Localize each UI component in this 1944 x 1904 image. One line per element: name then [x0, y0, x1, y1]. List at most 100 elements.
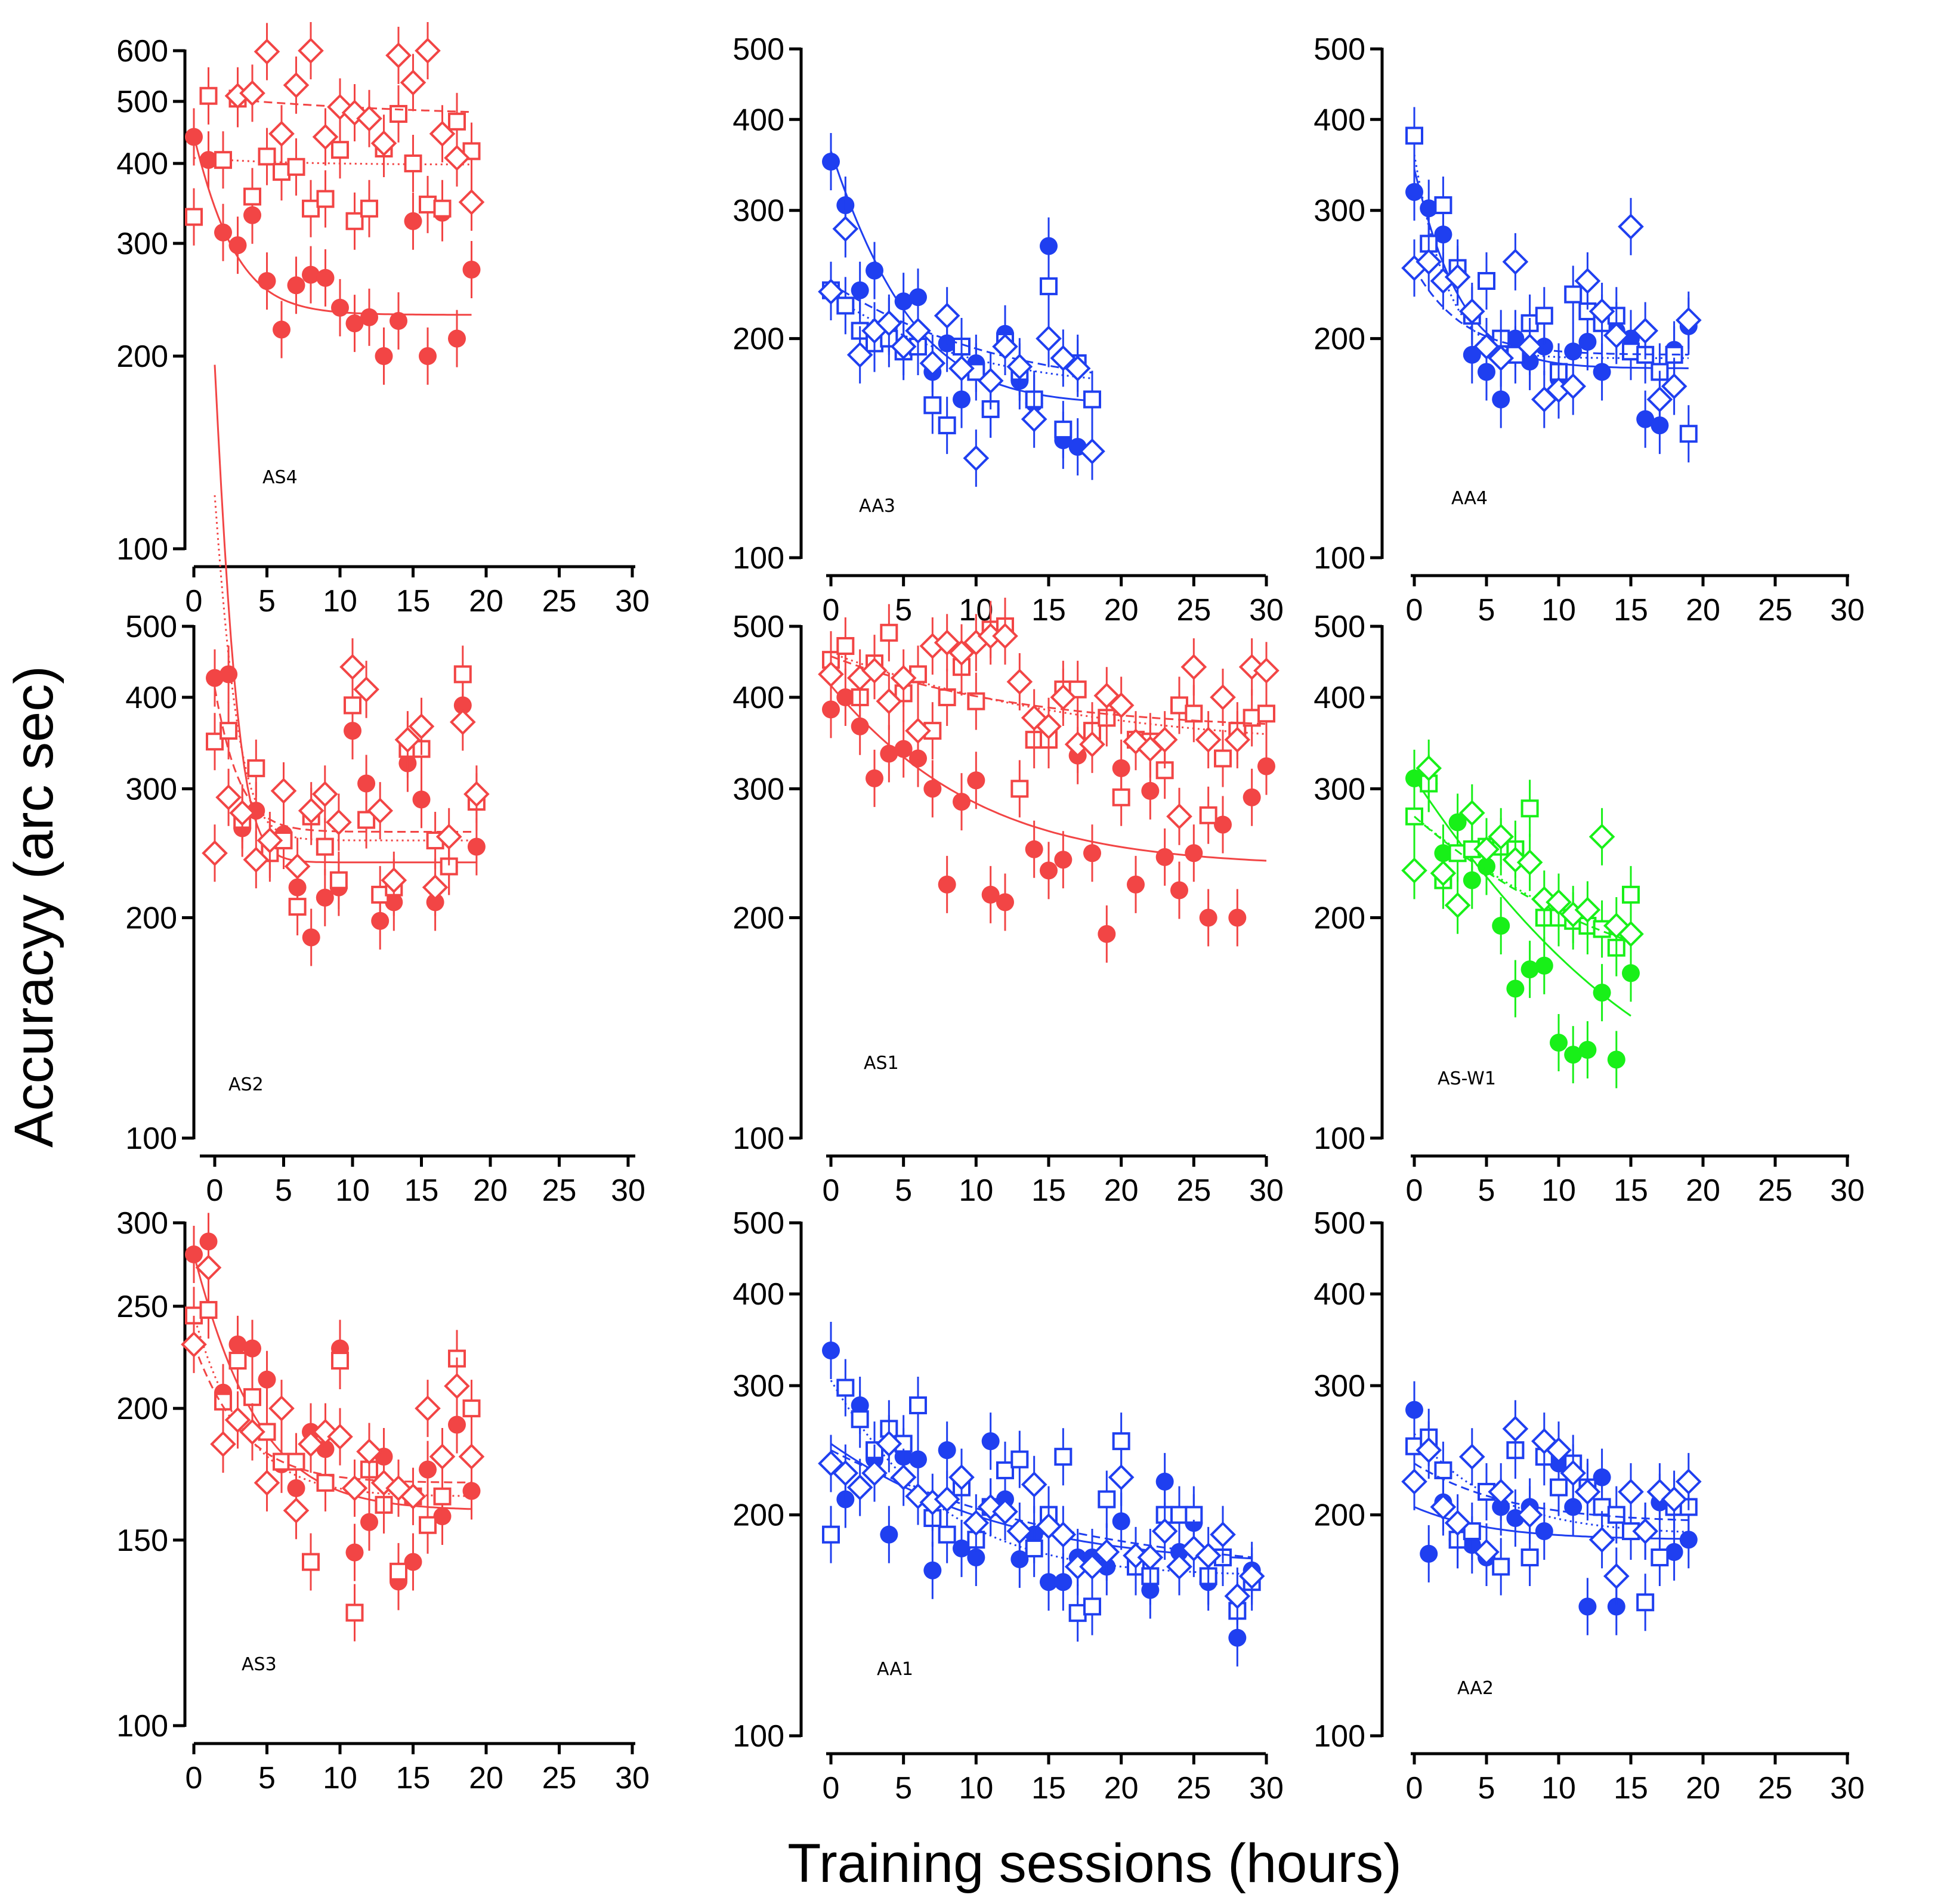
data-point-square	[1054, 421, 1073, 439]
data-point-diamond	[1560, 1460, 1587, 1486]
data-point-diamond	[861, 657, 888, 684]
data-point-square	[344, 696, 361, 715]
x-tick-label: 30	[1249, 1771, 1284, 1806]
data-point-square	[433, 1487, 452, 1506]
data-point-diamond	[400, 1483, 426, 1510]
y-tick-label: 200	[116, 339, 168, 374]
x-axis-label: Training sessions (hours)	[787, 1833, 1401, 1894]
data-point-square	[345, 1603, 364, 1622]
data-point-square	[1448, 844, 1467, 863]
data-point-diamond	[1166, 803, 1192, 830]
data-point-diamond	[408, 713, 435, 740]
data-point-diamond	[846, 341, 873, 368]
y-tick-label: 100	[733, 1121, 784, 1156]
data-point-circle	[1025, 840, 1043, 858]
data-point-circle	[462, 1482, 481, 1500]
data-point-circle	[1214, 815, 1232, 834]
data-point-square	[1478, 272, 1495, 290]
data-point-diamond	[905, 718, 931, 744]
x-tick-label: 10	[323, 1761, 357, 1795]
data-point-diamond	[1064, 355, 1091, 382]
data-point-diamond	[1166, 1553, 1192, 1580]
data-point-diamond	[181, 1331, 207, 1358]
data-point-square	[1535, 307, 1553, 325]
y-tick-label: 300	[116, 1206, 168, 1241]
data-point-diamond	[400, 69, 426, 96]
x-tick-label: 25	[1176, 593, 1211, 628]
x-tick-label: 15	[1614, 593, 1648, 628]
data-point-square	[1622, 342, 1640, 361]
data-point-square	[1068, 1604, 1087, 1622]
x-tick-label: 5	[1478, 1173, 1495, 1208]
data-point-square	[923, 396, 942, 415]
data-point-diamond	[1588, 298, 1615, 324]
x-tick-label: 10	[959, 1173, 993, 1208]
data-point-circle	[316, 268, 335, 287]
data-point-diamond	[195, 1254, 222, 1281]
y-tick-label: 200	[733, 901, 784, 935]
data-point-circle	[880, 1525, 898, 1544]
data-point-diamond	[1180, 654, 1207, 680]
data-point-circle	[1054, 851, 1073, 869]
data-point-circle	[866, 769, 883, 787]
data-point-diamond	[934, 629, 960, 656]
x-tick-label: 0	[823, 1173, 840, 1208]
data-point-diamond	[963, 445, 990, 471]
data-point-circle	[419, 347, 437, 365]
y-tick-label: 300	[1313, 772, 1365, 806]
data-point-diamond	[415, 38, 441, 64]
data-point-diamond	[1050, 1521, 1077, 1548]
data-point-square	[1520, 799, 1539, 818]
data-point-circle	[1593, 984, 1611, 1002]
data-point-square	[287, 157, 305, 176]
data-point-circle	[1535, 956, 1553, 975]
y-tick-label: 300	[1313, 1369, 1365, 1404]
data-point-circle	[1155, 848, 1174, 866]
x-tick-label: 25	[542, 1761, 577, 1795]
data-point-diamond	[370, 130, 397, 157]
data-point-circle	[938, 1441, 956, 1460]
chart-panel-aa1: 100 200 300 400 500 0 5 10 15 20 25 30 AA1	[733, 1206, 1284, 1806]
y-tick-label: 400	[1313, 103, 1365, 137]
x-tick-label: 15	[1031, 1173, 1066, 1208]
data-point-circle	[1520, 960, 1539, 979]
data-point-circle	[851, 717, 869, 735]
x-tick-label: 30	[1830, 593, 1865, 628]
y-tick-label: 100	[733, 1719, 784, 1754]
data-point-circle	[953, 793, 971, 811]
data-point-diamond	[1516, 1501, 1543, 1528]
data-point-circle	[214, 223, 232, 242]
data-point-diamond	[1588, 823, 1615, 850]
data-point-circle	[1040, 861, 1058, 880]
y-tick-label: 250	[116, 1290, 168, 1324]
data-point-circle	[1578, 332, 1597, 351]
data-point-circle	[404, 1553, 422, 1571]
y-tick-label: 400	[1313, 1277, 1365, 1312]
data-point-diamond	[254, 38, 280, 65]
x-tick-label: 15	[1031, 593, 1066, 628]
data-point-diamond	[284, 853, 311, 880]
data-point-square	[287, 1452, 305, 1471]
data-point-diamond	[1093, 1539, 1120, 1565]
data-point-diamond	[1415, 249, 1442, 275]
data-point-diamond	[356, 105, 382, 132]
data-point-circle	[894, 292, 913, 311]
y-tick-label: 600	[116, 34, 168, 69]
x-tick-label: 15	[396, 584, 431, 619]
data-point-diamond	[1603, 913, 1630, 939]
data-point-circle	[1228, 908, 1247, 927]
data-point-square	[453, 665, 472, 684]
data-point-circle	[953, 390, 971, 409]
data-point-square	[390, 104, 407, 123]
data-point-square	[1651, 1548, 1669, 1566]
y-tick-label: 150	[116, 1523, 168, 1558]
data-point-square	[214, 1392, 232, 1411]
data-point-square	[1112, 788, 1130, 806]
data-point-diamond	[1618, 920, 1644, 947]
data-point-diamond	[326, 809, 352, 836]
y-tick-label: 500	[125, 610, 177, 644]
data-point-diamond	[1661, 373, 1688, 400]
panel-label: AA3	[859, 496, 895, 517]
data-point-square	[228, 1352, 247, 1370]
